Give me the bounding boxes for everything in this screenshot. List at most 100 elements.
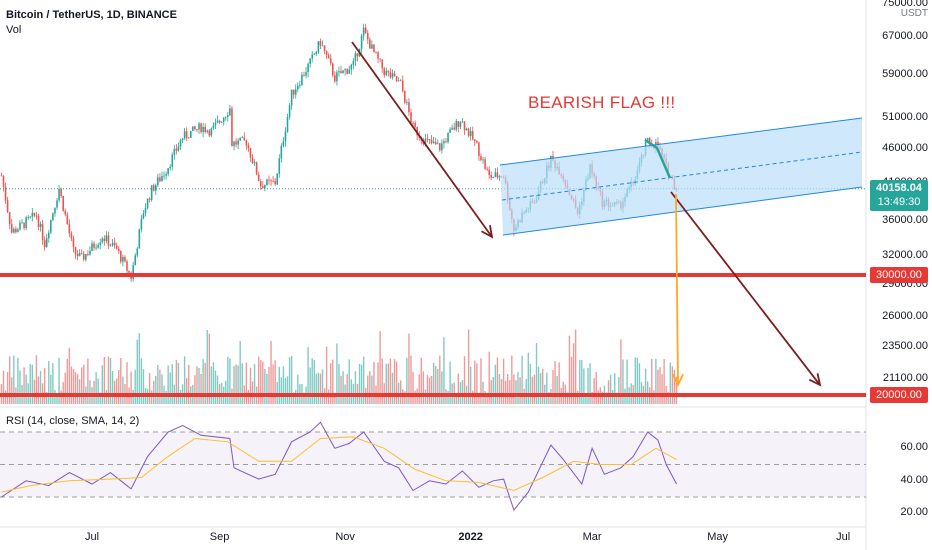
symbol-title[interactable]: Bitcoin / TetherUS, 1D, BINANCE <box>6 9 177 21</box>
volume-bar <box>441 371 443 404</box>
candle-body <box>457 121 460 127</box>
volume-bar <box>529 363 532 404</box>
volume-bar <box>620 339 622 404</box>
candle-body <box>362 27 365 36</box>
candle-body <box>496 172 499 178</box>
volume-bar <box>216 375 219 404</box>
volume-bar <box>264 368 266 404</box>
volume-bar <box>418 374 420 404</box>
volume-bar <box>581 360 583 404</box>
time-tick-label: Nov <box>335 531 355 543</box>
volume-bar <box>266 373 268 404</box>
volume-bar <box>354 371 357 404</box>
candle-body <box>99 242 102 245</box>
candle-body <box>198 123 200 130</box>
candle-body <box>381 59 383 69</box>
volume-bar <box>488 351 490 404</box>
candle-body <box>327 55 330 59</box>
volume-bar <box>177 362 180 404</box>
volume-bar <box>235 364 237 404</box>
candle-body <box>212 125 215 129</box>
candle-body <box>154 185 157 191</box>
volume-bar <box>325 346 328 404</box>
volume-bar <box>43 368 46 404</box>
volume-bar <box>373 361 375 404</box>
bearish-flag-annotation[interactable]: BEARISH FLAG !!! <box>528 93 676 112</box>
candle-body <box>152 185 155 191</box>
candle-body <box>498 176 501 178</box>
volume-bar <box>196 366 198 404</box>
candle-body <box>369 39 371 49</box>
candle-body <box>72 238 75 248</box>
volume-bar <box>241 363 243 404</box>
volume-bar <box>513 374 515 404</box>
volume-bar <box>107 356 110 404</box>
volume-bar <box>229 358 231 404</box>
candle-body <box>375 52 377 54</box>
candle-body <box>480 156 482 161</box>
candle-body <box>342 70 344 74</box>
volume-bar <box>535 342 538 404</box>
volume-bar <box>521 355 523 404</box>
volume-bar <box>622 359 624 404</box>
volume-bar <box>552 370 554 404</box>
volume-bar <box>576 390 579 404</box>
candle-body <box>257 174 260 182</box>
volume-bar <box>480 358 482 404</box>
candle-body <box>484 159 486 169</box>
volume-bar <box>661 374 663 404</box>
volume-bar <box>332 359 334 404</box>
volume-bar <box>542 368 544 404</box>
volume-bar <box>280 377 283 404</box>
volume-bar <box>253 364 256 404</box>
price-tick-label: 46000.00 <box>882 141 928 154</box>
rsi-series-0 <box>1 421 677 512</box>
candle-body <box>126 261 128 271</box>
volume-bar <box>245 362 248 404</box>
candle-body <box>64 210 67 215</box>
volume-bar <box>2 370 5 404</box>
candle-body <box>60 188 62 197</box>
volume-bar <box>430 375 433 404</box>
volume-bar <box>593 378 595 404</box>
candle-body <box>344 69 346 71</box>
volume-bar <box>410 355 412 404</box>
candle-body <box>87 254 89 255</box>
volume-bar <box>105 390 108 404</box>
volume-bar <box>494 364 497 404</box>
volume-bar <box>204 362 206 404</box>
volume-bar <box>52 363 54 404</box>
candle-body <box>410 112 412 123</box>
candle-body <box>494 172 497 177</box>
volume-bar <box>115 378 118 404</box>
candle-body <box>17 229 19 233</box>
rsi-title[interactable]: RSI (14, close, SMA, 14, 2) <box>6 415 140 427</box>
time-tick-label: Mar <box>582 531 602 543</box>
price-tick-label: 75000.00 <box>882 0 928 9</box>
volume-bar <box>566 392 569 404</box>
candle-body <box>210 128 213 136</box>
candle-body <box>91 243 93 251</box>
volume-bar <box>517 372 519 404</box>
candle-body <box>194 126 196 130</box>
candle-body <box>284 131 287 142</box>
candle-body <box>445 141 447 143</box>
candle-body <box>58 188 60 201</box>
volume-bar <box>93 380 95 404</box>
candle-body <box>62 196 64 211</box>
candle-body <box>492 176 495 178</box>
candle-body <box>299 84 301 86</box>
candle-body <box>15 228 17 233</box>
volume-bar <box>167 365 169 404</box>
price-tick-label: 23500.00 <box>882 340 928 353</box>
volume-bar <box>202 359 204 404</box>
volume-bar <box>404 391 406 404</box>
candle-body <box>486 168 488 170</box>
candle-body <box>107 235 110 246</box>
volume-bar <box>76 374 79 404</box>
candle-body <box>426 138 429 140</box>
candle-body <box>383 68 386 76</box>
volume-bar <box>87 358 89 404</box>
